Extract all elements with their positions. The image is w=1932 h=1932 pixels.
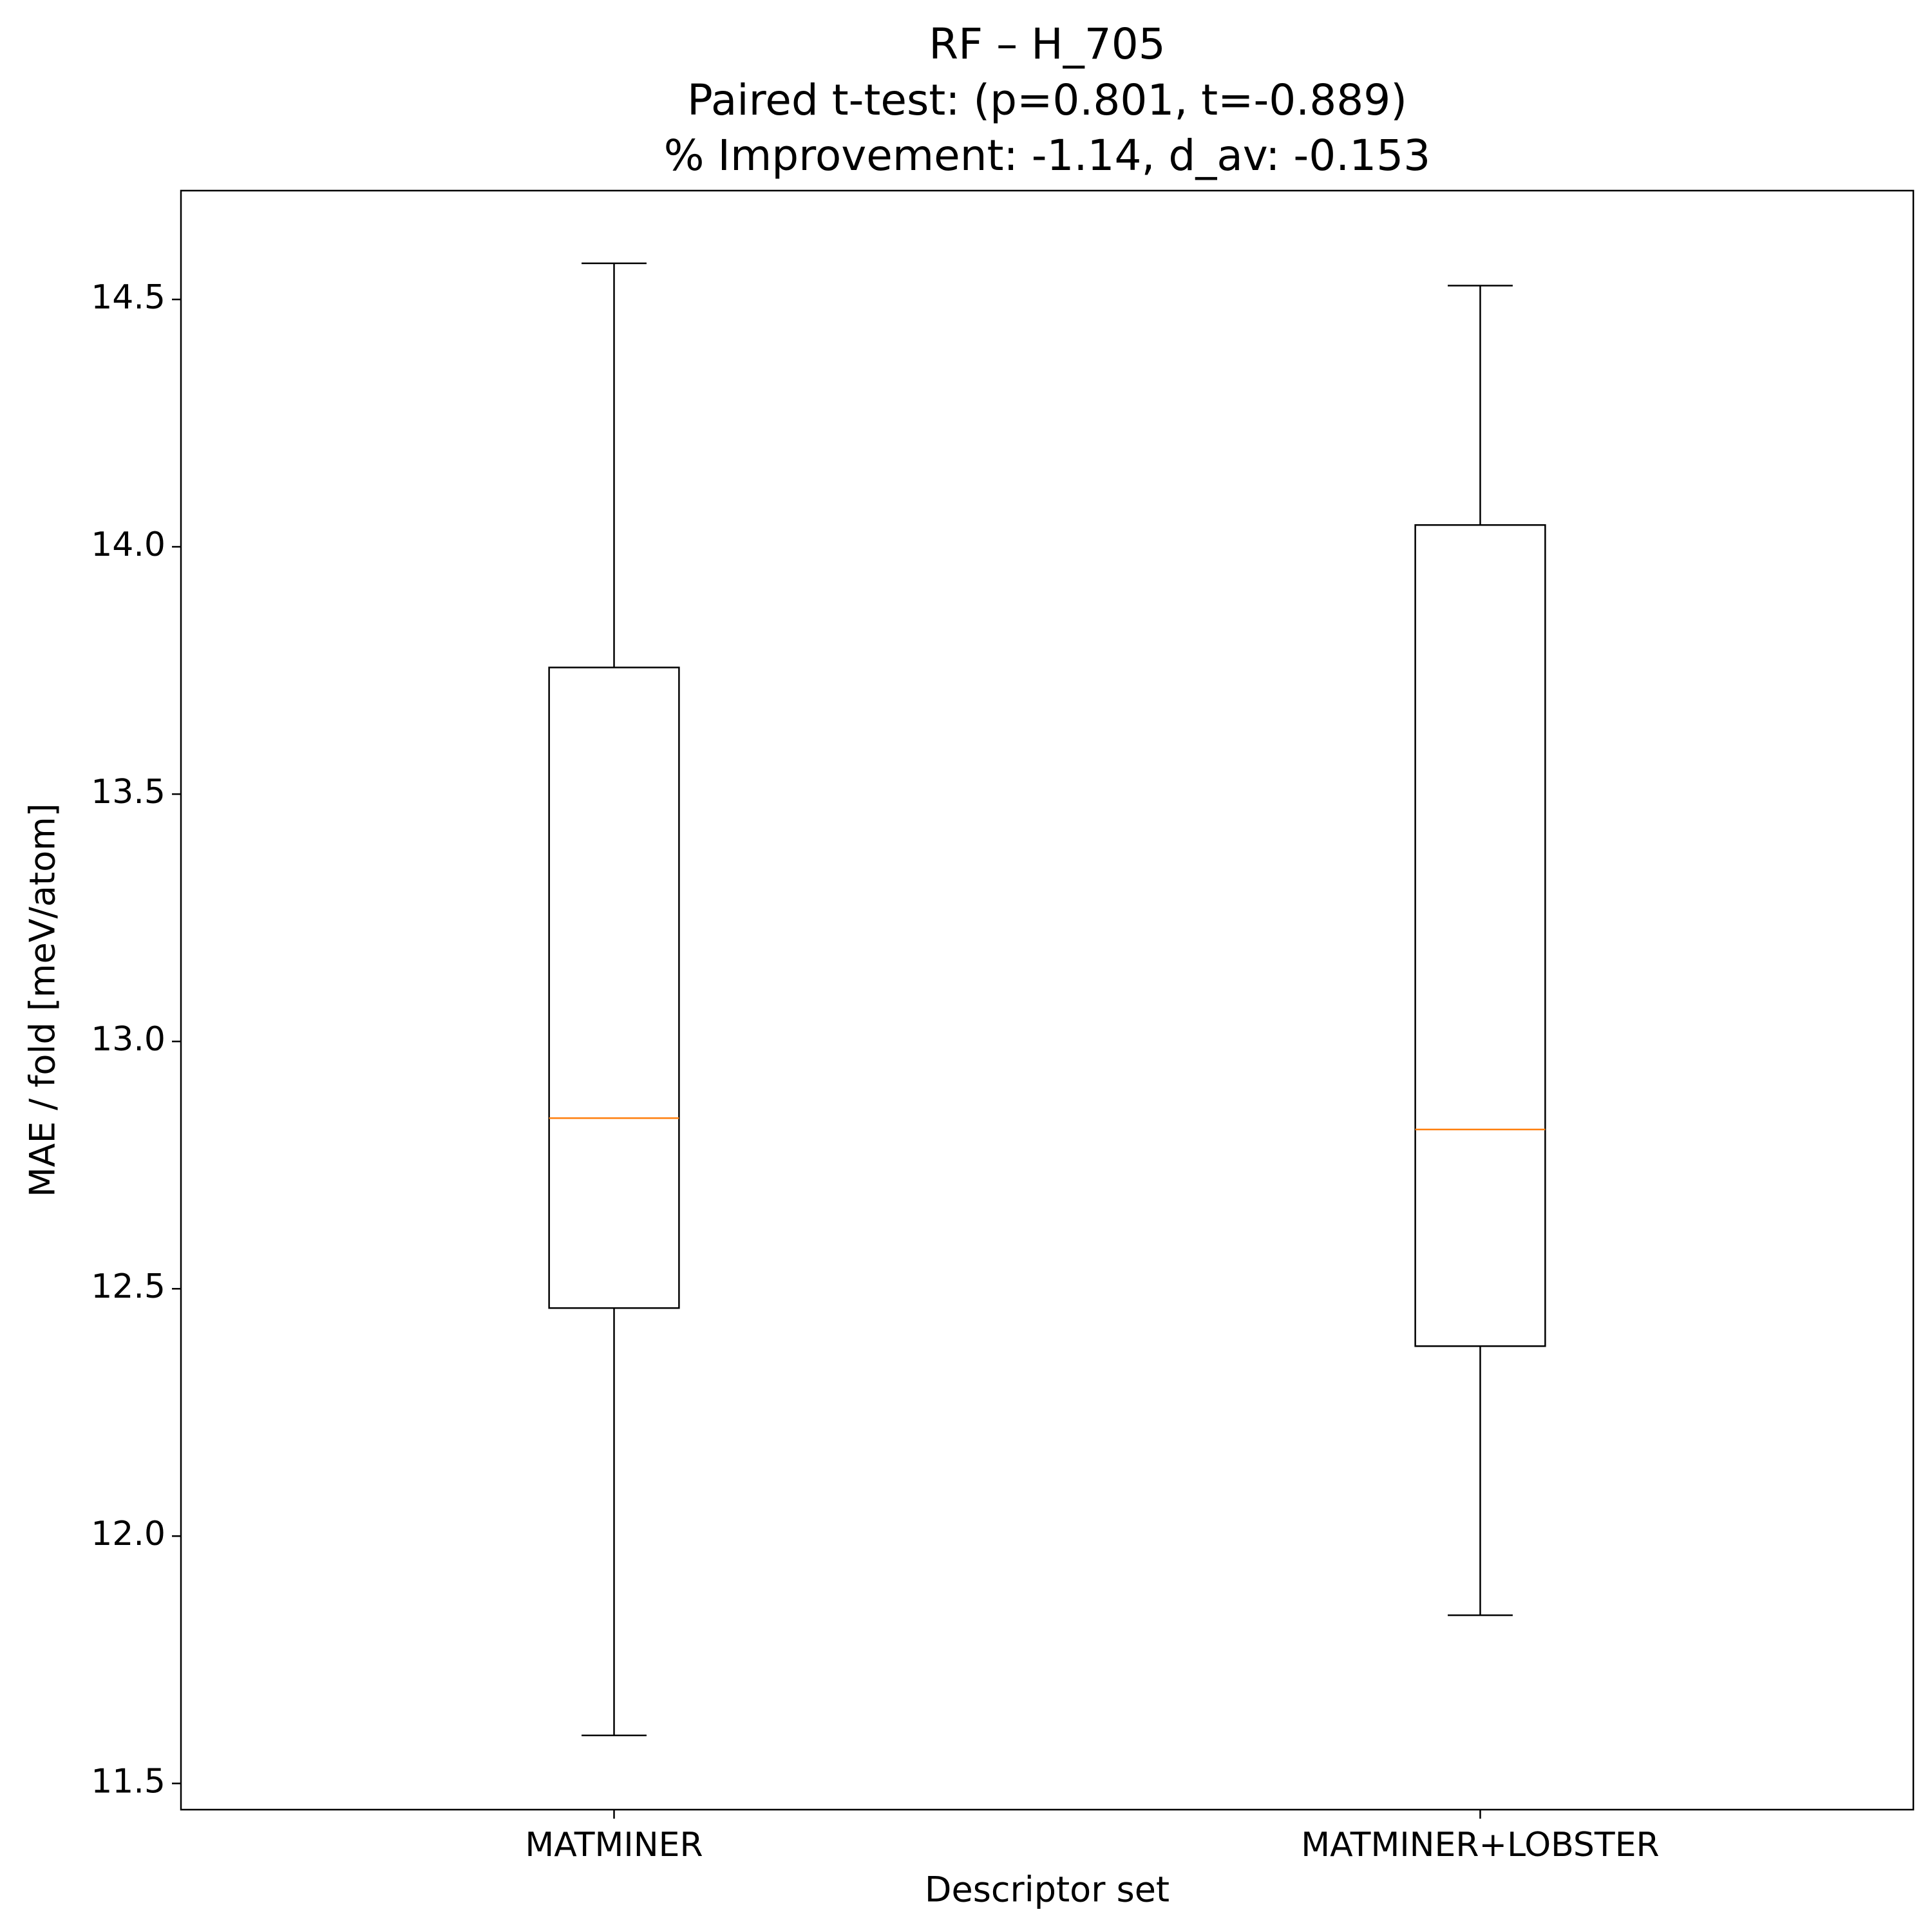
y-tick-label: 14.0 bbox=[91, 526, 166, 564]
chart-title: RF – H_705 bbox=[929, 19, 1165, 69]
y-axis-label: MAE / fold [meV/atom] bbox=[23, 803, 63, 1197]
y-tick-label: 13.0 bbox=[91, 1020, 166, 1059]
y-tick-label: 14.5 bbox=[91, 278, 166, 317]
y-tick-label: 12.5 bbox=[91, 1267, 166, 1306]
x-tick-label: MATMINER bbox=[525, 1826, 703, 1864]
chart-subtitle: % Improvement: -1.14, d_av: -0.153 bbox=[664, 131, 1430, 180]
box bbox=[1414, 524, 1546, 1347]
box bbox=[548, 667, 680, 1309]
chart-subtitle: Paired t-test: (p=0.801, t=-0.889) bbox=[687, 75, 1407, 125]
y-tick-label: 11.5 bbox=[91, 1762, 166, 1801]
plot-frame bbox=[180, 189, 1915, 1811]
y-tick-label: 13.5 bbox=[91, 773, 166, 811]
x-tick-label: MATMINER+LOBSTER bbox=[1301, 1826, 1659, 1864]
x-axis-label: Descriptor set bbox=[925, 1870, 1170, 1910]
y-tick-label: 12.0 bbox=[91, 1515, 166, 1553]
